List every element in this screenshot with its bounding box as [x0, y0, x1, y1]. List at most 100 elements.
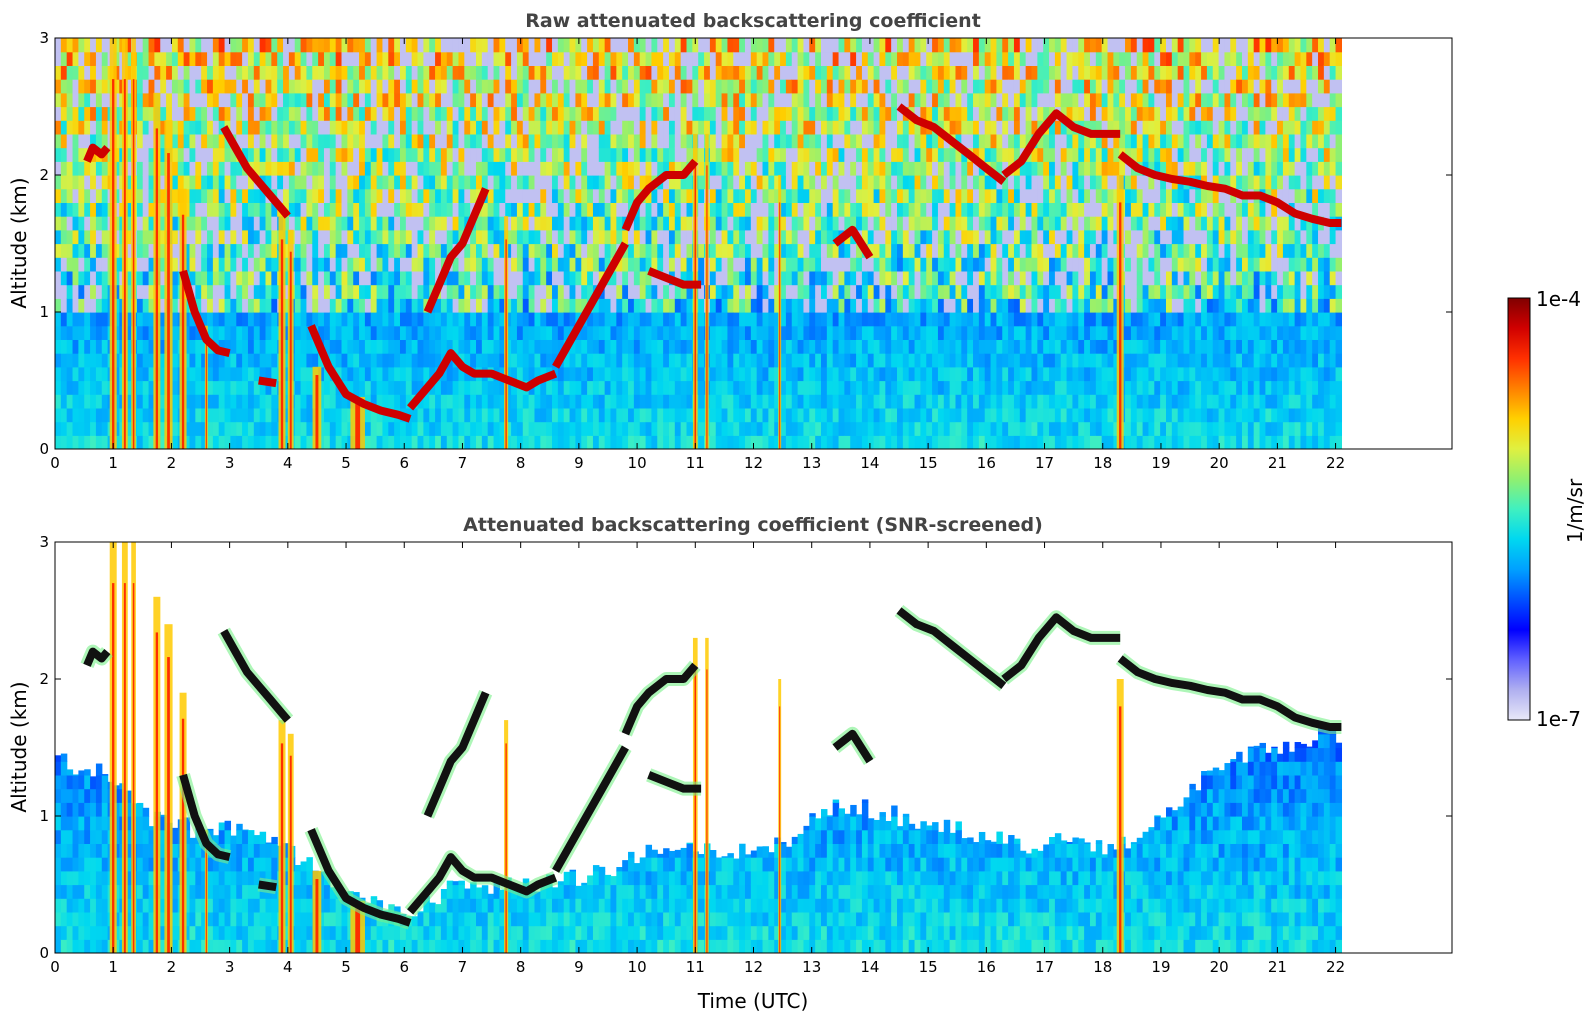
heat-cell [522, 243, 530, 258]
heat-cell [435, 257, 442, 272]
heat-cell [973, 51, 980, 66]
heat-cell [984, 38, 992, 53]
heat-cell [253, 92, 261, 108]
heat-cell [978, 147, 986, 162]
heat-column [686, 38, 693, 449]
heat-cell [446, 92, 454, 108]
heat-cell [674, 216, 682, 231]
heat-cell [160, 366, 167, 382]
heat-cell [323, 79, 331, 94]
heat-cell [66, 175, 74, 190]
heat-cell [212, 147, 220, 162]
heat-cell [686, 407, 693, 423]
heat-cell [72, 312, 79, 327]
heat-cell [505, 188, 512, 203]
heat-cell [546, 133, 553, 149]
heat-cell [329, 229, 337, 245]
heat-cell [306, 407, 313, 423]
heat-cell [651, 270, 658, 286]
heat-cell [709, 435, 717, 449]
heat-cell [604, 79, 612, 94]
heat-cell [364, 202, 372, 217]
heat-cell [633, 325, 641, 340]
heat-cell [885, 38, 892, 53]
heat-cell [136, 188, 144, 203]
heat-cell [370, 435, 378, 449]
heat-cell [674, 435, 682, 449]
heat-cell [446, 147, 454, 162]
heat-cell [370, 257, 378, 272]
heat-cell [920, 229, 927, 245]
heat-cell [739, 161, 746, 176]
heat-cell [195, 161, 202, 176]
heat-cell [429, 51, 436, 66]
heat-cell [171, 161, 179, 176]
heat-cell [727, 216, 734, 231]
heat-cell [300, 229, 308, 245]
heat-cell [440, 380, 448, 395]
heat-cell [212, 421, 220, 436]
heat-cell [990, 188, 998, 203]
heat-cell [55, 325, 62, 340]
heat-cell [242, 298, 249, 313]
heat-cell [511, 421, 518, 436]
heat-column [598, 38, 606, 449]
heat-cell [943, 353, 951, 368]
heat-cell [674, 147, 682, 162]
heat-cell [955, 161, 962, 176]
heat-cell [826, 202, 834, 217]
heat-cell [581, 421, 588, 436]
heat-cell [534, 216, 541, 231]
heat-cell [458, 133, 465, 149]
heat-cell [148, 188, 156, 203]
heat-cell [955, 298, 962, 313]
heat-cell [598, 92, 606, 108]
heat-cell [312, 161, 319, 176]
heat-cell [557, 147, 565, 162]
heat-cell [136, 366, 144, 382]
heat-cell [809, 298, 816, 313]
heat-cell [668, 366, 676, 382]
heat-cell [236, 188, 243, 203]
heat-cell [476, 407, 483, 423]
heat-cell [207, 380, 214, 395]
heat-cell [575, 65, 582, 80]
heat-cell [937, 312, 945, 327]
heat-cell [961, 202, 968, 217]
heat-cell [651, 65, 658, 80]
heat-cell [838, 106, 845, 121]
heat-cell [183, 106, 191, 121]
heat-cell [347, 133, 354, 149]
heat-cell [300, 106, 308, 121]
heat-cell [920, 394, 927, 409]
heat-cell [592, 120, 600, 135]
heat-cell [399, 175, 407, 190]
heat-cell [341, 216, 348, 231]
heat-cell [832, 421, 840, 436]
heat-cell [861, 147, 869, 162]
heat-cell [522, 202, 530, 217]
heat-cell [329, 51, 337, 66]
heat-cell [832, 120, 840, 135]
heat-cell [826, 435, 834, 449]
heat-cell [663, 312, 670, 327]
heat-cell [95, 339, 103, 354]
heat-cell [984, 216, 992, 231]
heat-column [160, 38, 167, 449]
heat-cell [423, 270, 430, 286]
heat-cell [657, 380, 664, 395]
heat-cell [727, 339, 734, 354]
heat-cell [540, 79, 547, 94]
heat-cell [949, 366, 957, 382]
heat-cell [55, 216, 62, 231]
heat-cell [55, 284, 62, 299]
heat-cell [534, 353, 541, 368]
heat-cell [487, 325, 495, 340]
heat-cell [224, 380, 232, 395]
heat-cell [809, 366, 816, 382]
heat-cell [721, 394, 729, 409]
heat-cell [914, 133, 921, 149]
heat-cell [633, 106, 641, 121]
heat-cell [850, 353, 857, 368]
heat-cell [394, 175, 401, 190]
